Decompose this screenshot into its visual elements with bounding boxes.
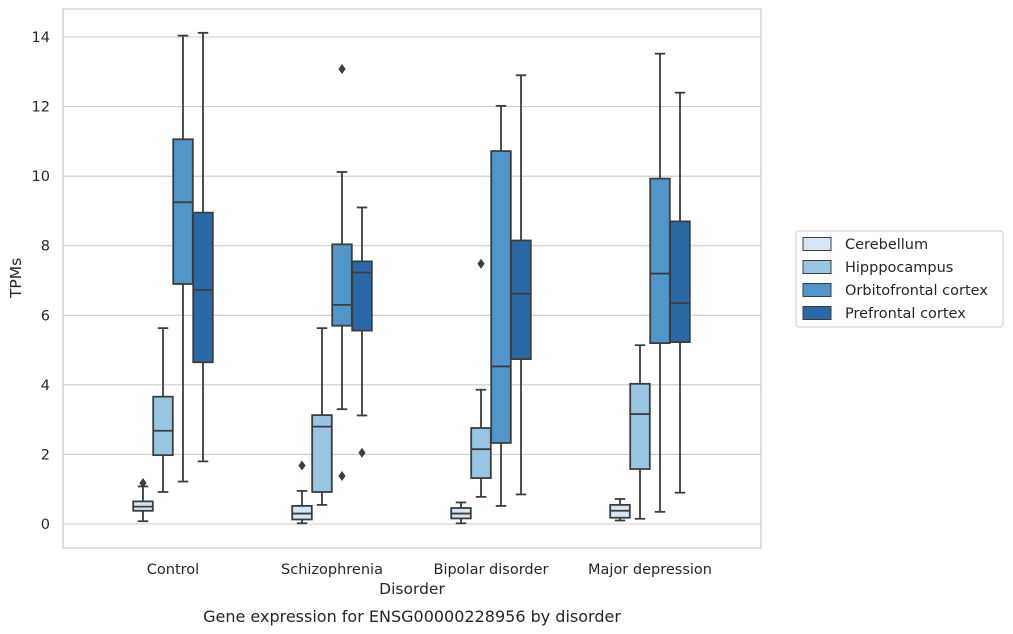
box-hipppocampus: [311, 327, 333, 506]
box: [510, 239, 532, 361]
y-tick-label: 2: [41, 447, 50, 463]
x-tick-labels: Control Schizophrenia Bipolar disorder Majo…: [147, 562, 712, 578]
y-tick-label: 14: [32, 30, 50, 46]
y-tick-label: 8: [41, 239, 50, 255]
legend-swatch: [802, 260, 832, 274]
legend-label: Prefrontal cortex: [845, 306, 966, 322]
y-axis-label: TPMs: [7, 258, 25, 299]
x-tick-label: Bipolar disorder: [434, 562, 549, 578]
box: [629, 382, 651, 470]
legend-frame: [795, 230, 1004, 328]
x-tick-label: Major depression: [588, 562, 712, 578]
y-tick-label: 6: [41, 308, 50, 324]
box: [490, 150, 512, 444]
legend-swatch: [802, 283, 832, 297]
legend: Cerebellum Hipppocampus Orbitofrontal cort…: [795, 230, 1004, 328]
legend-label: Cerebellum: [845, 237, 928, 253]
box-orbitofrontal-cortex: [172, 34, 194, 483]
y-tick-label: 0: [41, 517, 50, 533]
box-orbitofrontal-cortex: [331, 64, 353, 481]
chart-title: Gene expression for ENSG00000228956 by d…: [203, 607, 621, 626]
y-tick-label: 4: [41, 378, 50, 394]
box-cerebellum: [291, 460, 313, 525]
box-cerebellum: [609, 498, 631, 522]
box-prefrontal-cortex: [351, 206, 373, 458]
box-cerebellum: [132, 477, 154, 523]
legend-swatch: [802, 237, 832, 251]
box-orbitofrontal-cortex: [490, 104, 512, 507]
box: [192, 211, 214, 364]
box: [669, 220, 691, 343]
y-tick-labels: 0 2 4 6 8 10 12 14: [32, 30, 50, 533]
outlier-point: [338, 470, 346, 481]
boxes: [132, 31, 691, 525]
box-cerebellum: [450, 501, 472, 525]
box: [649, 177, 671, 345]
outlier-point: [358, 447, 366, 458]
box-orbitofrontal-cortex: [649, 52, 671, 513]
legend-swatch: [802, 306, 832, 320]
box: [331, 243, 353, 327]
x-tick-label: Schizophrenia: [281, 562, 383, 578]
plot-frame: [62, 8, 762, 549]
box: [152, 395, 174, 457]
box-prefrontal-cortex: [192, 31, 214, 463]
box-prefrontal-cortex: [669, 91, 691, 494]
outlier-point: [139, 477, 147, 488]
y-tick-label: 12: [32, 100, 50, 116]
outlier-point: [477, 258, 485, 269]
box-hipppocampus: [470, 258, 492, 498]
box: [351, 260, 373, 332]
x-axis-label: Disorder: [379, 580, 445, 598]
box-prefrontal-cortex: [510, 74, 532, 496]
x-tick-label: Control: [147, 562, 199, 578]
legend-label: Hipppocampus: [845, 260, 953, 276]
box-hipppocampus: [152, 327, 174, 493]
box: [470, 427, 492, 479]
outlier-point: [298, 460, 306, 471]
box: [311, 414, 333, 493]
box-hipppocampus: [629, 344, 651, 520]
y-tick-label: 10: [32, 169, 50, 185]
legend-label: Orbitofrontal cortex: [845, 283, 988, 299]
outlier-point: [338, 64, 346, 75]
box: [172, 138, 194, 285]
